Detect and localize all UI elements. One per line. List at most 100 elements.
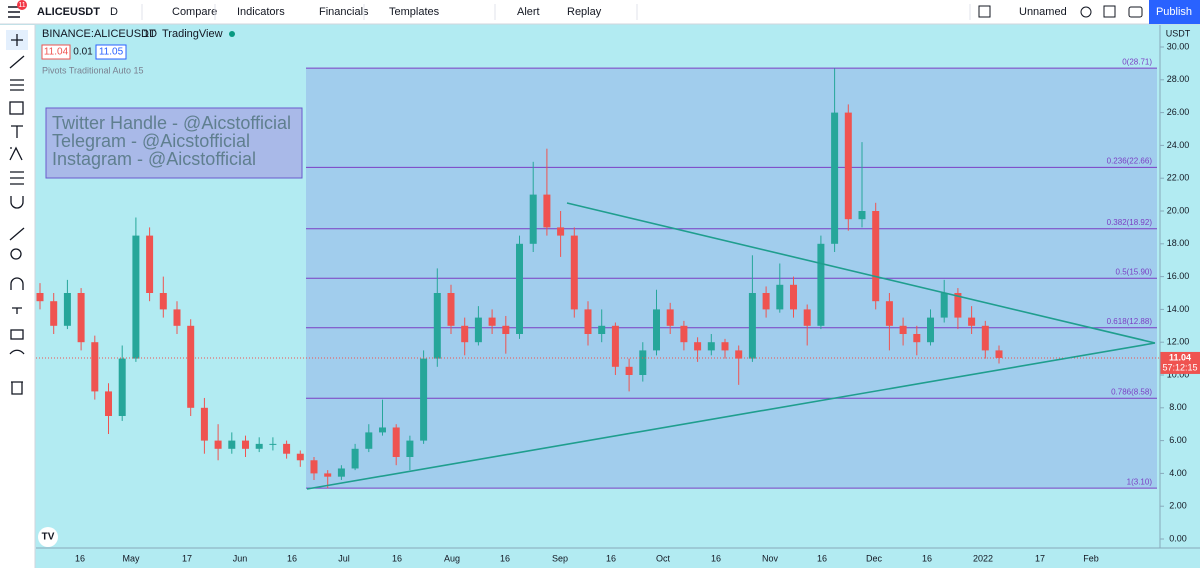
x-tick-label: Nov: [762, 553, 779, 563]
candle-body: [666, 309, 674, 326]
candle-body: [310, 460, 318, 474]
fib-label: 0.618(12.88): [1107, 317, 1153, 326]
candle-body: [927, 317, 934, 343]
y-tick-label: 2.00: [1169, 501, 1187, 511]
fullscreen-icon[interactable]: [1103, 5, 1116, 18]
settings-icon[interactable]: [1080, 6, 1092, 18]
candle-body: [940, 293, 948, 318]
candle-body: [173, 309, 181, 326]
x-tick-label: Aug: [444, 553, 460, 563]
publish-button[interactable]: [1149, 0, 1200, 24]
candle-body: [447, 293, 455, 326]
x-tick-label: 17: [182, 553, 192, 563]
bid-box: [41, 44, 71, 60]
y-tick-label: 8.00: [1169, 402, 1187, 412]
candle-body: [406, 440, 414, 457]
x-tick-label: 17: [1035, 553, 1045, 563]
candle-body: [159, 293, 167, 310]
symbol[interactable]: ALICEUSDT: [37, 6, 100, 18]
y-tick-label: 10.00: [1167, 369, 1190, 379]
fib-label: 0.5(15.90): [1116, 267, 1153, 276]
y-tick-label: 6.00: [1169, 435, 1187, 445]
toolbar-item[interactable]: Compare: [172, 6, 217, 18]
left-toolbar: [0, 25, 35, 568]
y-tick-label: 0.00: [1169, 533, 1187, 543]
spread: 0.01: [73, 47, 93, 58]
fib-label: 0.236(22.66): [1107, 156, 1153, 165]
publish-label[interactable]: Publish: [1156, 6, 1192, 18]
candle-body: [981, 325, 989, 351]
candle-body: [735, 350, 743, 359]
candle-body: [653, 309, 660, 351]
candle-body: [146, 235, 154, 293]
candle-body: [790, 284, 797, 310]
layout-name[interactable]: Unnamed: [1019, 6, 1067, 18]
select-icon[interactable]: [978, 5, 991, 18]
y-tick-label: 26.00: [1167, 107, 1190, 117]
x-tick-label: 2022: [973, 553, 993, 563]
fib-label: 0.382(18.92): [1107, 218, 1153, 227]
candle-body: [118, 358, 126, 416]
candle-body: [529, 194, 537, 244]
fib-label: 1(3.10): [1127, 477, 1153, 486]
x-tick-label: Jul: [338, 553, 350, 563]
x-tick-label: May: [122, 553, 140, 563]
badge-bg: [17, 0, 27, 10]
candle-body: [680, 325, 688, 343]
candle-body: [324, 473, 332, 477]
toolbar-item[interactable]: Templates: [389, 6, 440, 18]
logo: [38, 527, 58, 547]
candle-body: [269, 443, 277, 445]
candle-body: [557, 227, 565, 236]
candle-body: [899, 325, 907, 334]
candle-body: [543, 194, 551, 228]
legend-interval: 1D: [143, 28, 157, 40]
top-toolbar: [0, 0, 1200, 24]
candle-body: [105, 391, 112, 416]
x-tick-label: 16: [711, 553, 721, 563]
x-tick-label: 16: [500, 553, 510, 563]
candle-body: [968, 317, 976, 326]
interval[interactable]: D: [110, 6, 118, 18]
snapshot-icon[interactable]: [1128, 6, 1143, 18]
candle-body: [420, 358, 428, 441]
drawing-tools[interactable]: [6, 30, 28, 395]
bid: 11.04: [44, 47, 69, 58]
toolbar-item[interactable]: Indicators: [237, 6, 285, 18]
x-tick-label: Jun: [233, 553, 248, 563]
toolbar-item[interactable]: Alert: [517, 6, 540, 18]
countdown: 57:12:15: [1162, 362, 1197, 372]
candle-body: [885, 301, 893, 326]
candle-body: [598, 325, 606, 334]
y-tick-label: 28.00: [1167, 74, 1190, 84]
candle-body: [296, 453, 304, 461]
y-tick-label: 20.00: [1167, 205, 1190, 215]
x-tick-label: 16: [75, 553, 85, 563]
candle-body: [831, 112, 839, 244]
candle-body: [392, 427, 400, 457]
annotation-line: Twitter Handle - @Aicstofficial: [52, 113, 291, 133]
candle-body: [584, 309, 592, 334]
toolbar-item[interactable]: Replay: [567, 6, 602, 18]
candle-body: [36, 293, 44, 302]
badge: 11: [18, 2, 25, 9]
x-tick-label: Oct: [656, 553, 671, 563]
candle-body: [242, 440, 249, 449]
toolbar-item[interactable]: Financials: [319, 6, 369, 18]
candle-body: [625, 366, 633, 375]
logo-mark: TV: [42, 532, 55, 543]
candle-body: [639, 350, 647, 375]
x-tick-label: 16: [287, 553, 297, 563]
trend-line-upper: [566, 202, 1156, 344]
candle-body: [995, 350, 1003, 358]
candle-body: [132, 235, 140, 359]
candle-body: [858, 211, 866, 220]
y-tick-label: 16.00: [1167, 271, 1190, 281]
legend-symbol: BINANCE:ALICEUSDT: [42, 28, 156, 40]
candle-body: [474, 317, 482, 343]
x-tick-label: 16: [392, 553, 402, 563]
candle-body: [91, 342, 99, 392]
candle-body: [913, 334, 921, 343]
last-price-box: [1160, 351, 1200, 374]
candle-body: [694, 342, 702, 351]
